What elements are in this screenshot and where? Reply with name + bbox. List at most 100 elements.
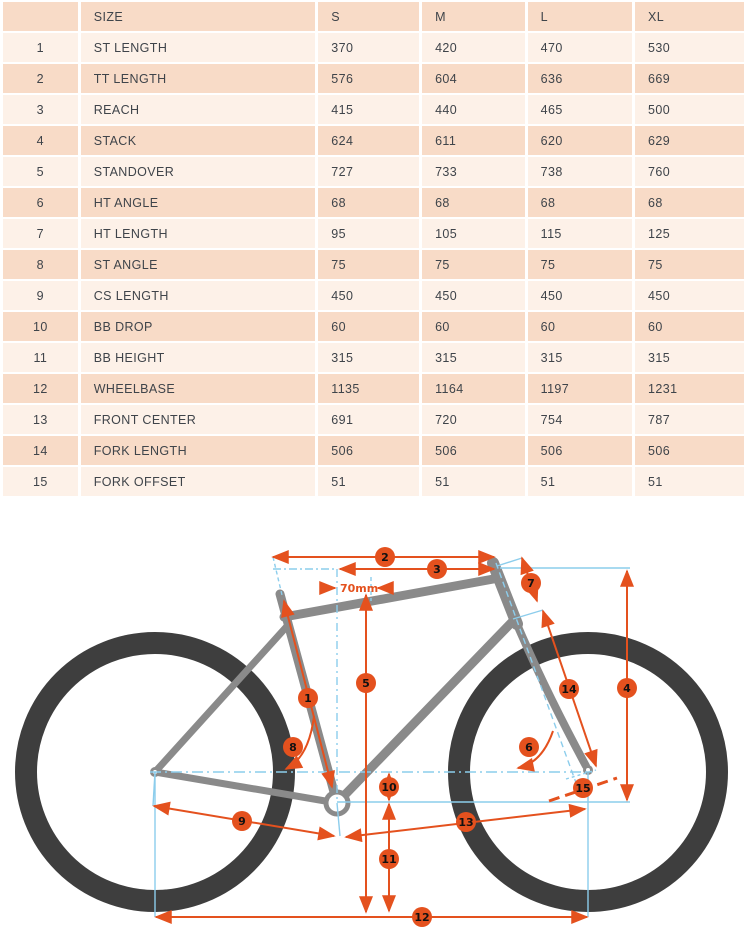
callout-15: 15 [573, 778, 593, 798]
value-cell: 727 [318, 157, 420, 186]
value-cell: 1135 [318, 374, 420, 403]
dim-st-angle-arc [284, 715, 315, 770]
row-label-cell: ST LENGTH [80, 33, 316, 62]
row-label-cell: BB DROP [80, 312, 316, 341]
callout-number-15: 15 [575, 782, 590, 795]
value-cell: 611 [422, 126, 525, 155]
value-cell: 506 [527, 436, 633, 465]
value-cell: 787 [635, 405, 744, 434]
callout-6: 6 [519, 737, 539, 757]
value-cell: 506 [318, 436, 420, 465]
row-number-cell: 2 [3, 64, 78, 93]
row-label-cell: WHEELBASE [80, 374, 316, 403]
callout-4: 4 [617, 678, 637, 698]
value-cell: 620 [527, 126, 633, 155]
callout-circle-5 [356, 673, 376, 693]
column-header-index [3, 2, 78, 31]
row-number-cell: 14 [3, 436, 78, 465]
value-cell: 720 [422, 405, 525, 434]
table-row-1: 1 ST LENGTH 370 420 470 530 [3, 33, 744, 62]
callout-circle-8 [283, 737, 303, 757]
ref-offset-aux-line [565, 769, 597, 780]
callout-circle-9 [232, 811, 252, 831]
value-cell: 1231 [635, 374, 744, 403]
value-cell: 370 [318, 33, 420, 62]
row-number-cell: 1 [3, 33, 78, 62]
row-number-cell: 5 [3, 157, 78, 186]
value-cell: 315 [318, 343, 420, 372]
table-row-12: 12 WHEELBASE 1135 1164 1197 1231 [3, 374, 744, 403]
value-cell: 115 [527, 219, 633, 248]
value-cell: 465 [527, 95, 633, 124]
callout-3: 3 [427, 559, 447, 579]
value-cell: 420 [422, 33, 525, 62]
row-label-cell: HT LENGTH [80, 219, 316, 248]
callout-circle-4 [617, 678, 637, 698]
value-cell: 691 [318, 405, 420, 434]
value-cell: 51 [527, 467, 633, 496]
value-cell: 754 [527, 405, 633, 434]
geometry-diagram: 70mm 1 2 3 4 5 6 7 8 9 10 11 12 13 14 15 [0, 540, 747, 945]
value-cell: 75 [318, 250, 420, 279]
row-label-cell: CS LENGTH [80, 281, 316, 310]
row-number-cell: 3 [3, 95, 78, 124]
row-label-cell: FRONT CENTER [80, 405, 316, 434]
column-header-S: S [318, 2, 420, 31]
value-cell: 450 [318, 281, 420, 310]
callout-11: 11 [379, 849, 399, 869]
row-label-cell: STACK [80, 126, 316, 155]
value-cell: 60 [635, 312, 744, 341]
head-tube [487, 557, 523, 630]
callout-number-11: 11 [381, 853, 396, 866]
value-cell: 60 [527, 312, 633, 341]
value-cell: 125 [635, 219, 744, 248]
value-cell: 60 [422, 312, 525, 341]
value-cell: 733 [422, 157, 525, 186]
column-header-SIZE: SIZE [80, 2, 316, 31]
callout-8: 8 [283, 737, 303, 757]
table-row-9: 9 CS LENGTH 450 450 450 450 [3, 281, 744, 310]
callout-7: 7 [521, 573, 541, 593]
value-cell: 470 [527, 33, 633, 62]
callout-1: 1 [298, 688, 318, 708]
ref-rear-axle-connector [152, 771, 156, 807]
table-header-row: SIZE S M L XL [3, 2, 744, 31]
callout-number-3: 3 [433, 563, 441, 576]
value-cell: 1164 [422, 374, 525, 403]
value-cell: 669 [635, 64, 744, 93]
row-label-cell: ST ANGLE [80, 250, 316, 279]
value-cell: 68 [422, 188, 525, 217]
chain-stay [151, 768, 341, 807]
row-number-cell: 9 [3, 281, 78, 310]
callout-number-10: 10 [381, 781, 397, 794]
callout-circle-14 [559, 679, 579, 699]
row-number-cell: 11 [3, 343, 78, 372]
table-row-8: 8 ST ANGLE 75 75 75 75 [3, 250, 744, 279]
table-row-2: 2 TT LENGTH 576 604 636 669 [3, 64, 744, 93]
value-cell: 68 [527, 188, 633, 217]
dim-ht-angle-arc [516, 730, 554, 772]
row-label-cell: STANDOVER [80, 157, 316, 186]
value-cell: 315 [422, 343, 525, 372]
value-cell: 75 [422, 250, 525, 279]
table-row-6: 6 HT ANGLE 68 68 68 68 [3, 188, 744, 217]
value-cell: 506 [635, 436, 744, 465]
callout-12: 12 [412, 907, 432, 927]
row-label-cell: FORK LENGTH [80, 436, 316, 465]
table-row-5: 5 STANDOVER 727 733 738 760 [3, 157, 744, 186]
value-cell: 51 [318, 467, 420, 496]
row-number-cell: 4 [3, 126, 78, 155]
table-row-7: 7 HT LENGTH 95 105 115 125 [3, 219, 744, 248]
front-axle [586, 768, 590, 772]
table-row-3: 3 REACH 415 440 465 500 [3, 95, 744, 124]
value-cell: 315 [527, 343, 633, 372]
callout-number-6: 6 [525, 741, 533, 754]
value-cell: 604 [422, 64, 525, 93]
callout-5: 5 [356, 673, 376, 693]
callout-number-5: 5 [362, 677, 370, 690]
value-cell: 450 [527, 281, 633, 310]
row-label-cell: HT ANGLE [80, 188, 316, 217]
value-cell: 51 [635, 467, 744, 496]
